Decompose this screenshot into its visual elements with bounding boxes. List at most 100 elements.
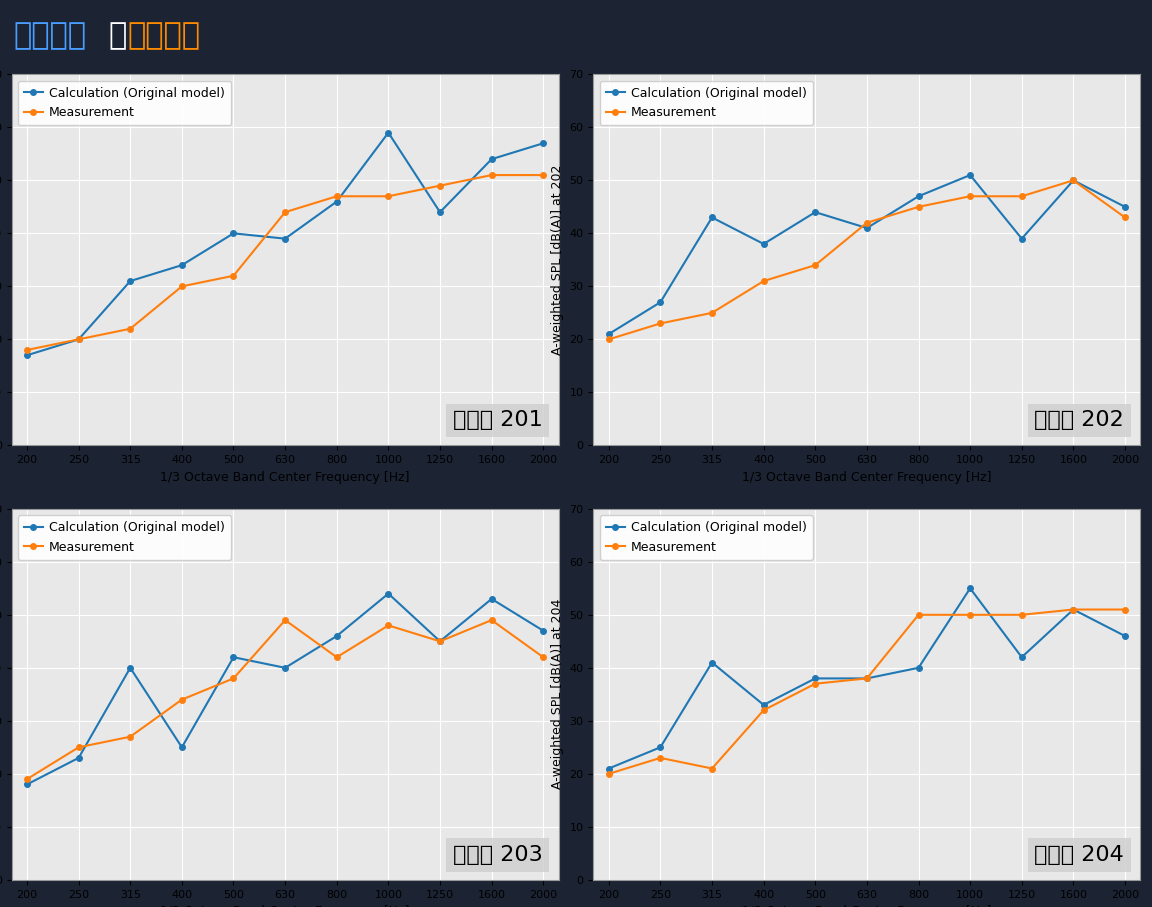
Calculation (Original model) — [601, 763, 615, 774]
Text: 評価点 203: 評価点 203 — [453, 845, 543, 865]
Measurement — [433, 180, 447, 191]
Calculation (Original model) — [1067, 604, 1081, 615]
Line: Calculation (Original model): Calculation (Original model) — [606, 586, 1128, 771]
Measurement — [71, 742, 85, 753]
Calculation (Original model) — [227, 652, 241, 663]
Calculation (Original model) — [175, 742, 189, 753]
Measurement — [1067, 175, 1081, 186]
Calculation (Original model) — [757, 239, 771, 249]
Calculation (Original model) — [757, 699, 771, 710]
Measurement — [809, 678, 823, 689]
Measurement — [123, 731, 137, 742]
Measurement — [1015, 610, 1029, 620]
Measurement — [175, 281, 189, 292]
Measurement — [227, 270, 241, 281]
Measurement — [859, 218, 873, 229]
Calculation (Original model) — [71, 753, 85, 764]
Line: Calculation (Original model): Calculation (Original model) — [24, 130, 546, 358]
Measurement — [433, 636, 447, 647]
Calculation (Original model) — [809, 207, 823, 218]
Legend: Calculation (Original model), Measurement: Calculation (Original model), Measuremen… — [599, 515, 813, 560]
Calculation (Original model) — [1119, 201, 1132, 212]
Text: 評価点 204: 評価点 204 — [1034, 845, 1124, 865]
Calculation (Original model) — [963, 170, 977, 180]
Calculation (Original model) — [20, 350, 33, 361]
Measurement — [20, 345, 33, 356]
Measurement — [123, 323, 137, 334]
Calculation (Original model) — [329, 196, 343, 207]
Calculation (Original model) — [911, 662, 925, 673]
X-axis label: 1/3 Octave Band Center Frequency [Hz]: 1/3 Octave Band Center Frequency [Hz] — [742, 471, 992, 483]
Calculation (Original model) — [1015, 652, 1029, 663]
Measurement — [485, 170, 499, 180]
Measurement — [809, 259, 823, 270]
Measurement — [279, 615, 293, 626]
Y-axis label: A-weighted SPL [dB(A)] at 204: A-weighted SPL [dB(A)] at 204 — [551, 600, 563, 789]
Measurement — [227, 673, 241, 684]
Measurement — [485, 615, 499, 626]
Calculation (Original model) — [433, 207, 447, 218]
X-axis label: 1/3 Octave Band Center Frequency [Hz]: 1/3 Octave Band Center Frequency [Hz] — [160, 471, 410, 483]
Calculation (Original model) — [537, 625, 551, 636]
Measurement — [71, 334, 85, 345]
Calculation (Original model) — [859, 222, 873, 233]
Line: Measurement: Measurement — [24, 618, 546, 782]
Text: 測定結果: 測定結果 — [128, 22, 200, 51]
Text: と: と — [108, 22, 127, 51]
Calculation (Original model) — [809, 673, 823, 684]
Measurement — [381, 620, 395, 631]
Calculation (Original model) — [227, 228, 241, 239]
Calculation (Original model) — [963, 583, 977, 594]
Measurement — [911, 201, 925, 212]
Measurement — [601, 334, 615, 345]
X-axis label: 1/3 Octave Band Center Frequency [Hz]: 1/3 Octave Band Center Frequency [Hz] — [742, 905, 992, 907]
Calculation (Original model) — [911, 190, 925, 201]
Line: Measurement: Measurement — [606, 178, 1128, 342]
Measurement — [1015, 190, 1029, 201]
Text: 評価点 202: 評価点 202 — [1034, 411, 1124, 431]
Measurement — [859, 673, 873, 684]
Measurement — [1119, 212, 1132, 223]
Calculation (Original model) — [279, 662, 293, 673]
Measurement — [1119, 604, 1132, 615]
Calculation (Original model) — [705, 657, 719, 668]
Calculation (Original model) — [1119, 630, 1132, 641]
Measurement — [963, 610, 977, 620]
Calculation (Original model) — [381, 127, 395, 138]
Calculation (Original model) — [175, 259, 189, 270]
Calculation (Original model) — [279, 233, 293, 244]
Calculation (Original model) — [485, 593, 499, 604]
Measurement — [329, 190, 343, 201]
Calculation (Original model) — [20, 779, 33, 790]
Legend: Calculation (Original model), Measurement: Calculation (Original model), Measuremen… — [599, 81, 813, 125]
Measurement — [175, 694, 189, 705]
Measurement — [911, 610, 925, 620]
Text: 解析結果: 解析結果 — [14, 22, 86, 51]
Y-axis label: A-weighted SPL [dB(A)] at 202: A-weighted SPL [dB(A)] at 202 — [551, 165, 563, 355]
Calculation (Original model) — [123, 662, 137, 673]
Calculation (Original model) — [653, 297, 667, 307]
Calculation (Original model) — [381, 588, 395, 599]
X-axis label: 1/3 Octave Band Center Frequency [Hz]: 1/3 Octave Band Center Frequency [Hz] — [160, 905, 410, 907]
Measurement — [381, 190, 395, 201]
Calculation (Original model) — [123, 276, 137, 287]
Calculation (Original model) — [537, 138, 551, 149]
Measurement — [757, 276, 771, 287]
Measurement — [20, 774, 33, 785]
Measurement — [705, 763, 719, 774]
Calculation (Original model) — [653, 742, 667, 753]
Calculation (Original model) — [71, 334, 85, 345]
Calculation (Original model) — [1067, 175, 1081, 186]
Legend: Calculation (Original model), Measurement: Calculation (Original model), Measuremen… — [17, 81, 232, 125]
Calculation (Original model) — [1015, 233, 1029, 244]
Calculation (Original model) — [705, 212, 719, 223]
Calculation (Original model) — [433, 636, 447, 647]
Measurement — [705, 307, 719, 318]
Line: Measurement: Measurement — [24, 172, 546, 353]
Measurement — [1067, 604, 1081, 615]
Line: Measurement: Measurement — [606, 607, 1128, 776]
Legend: Calculation (Original model), Measurement: Calculation (Original model), Measuremen… — [17, 515, 232, 560]
Calculation (Original model) — [485, 153, 499, 164]
Measurement — [537, 170, 551, 180]
Line: Calculation (Original model): Calculation (Original model) — [606, 172, 1128, 336]
